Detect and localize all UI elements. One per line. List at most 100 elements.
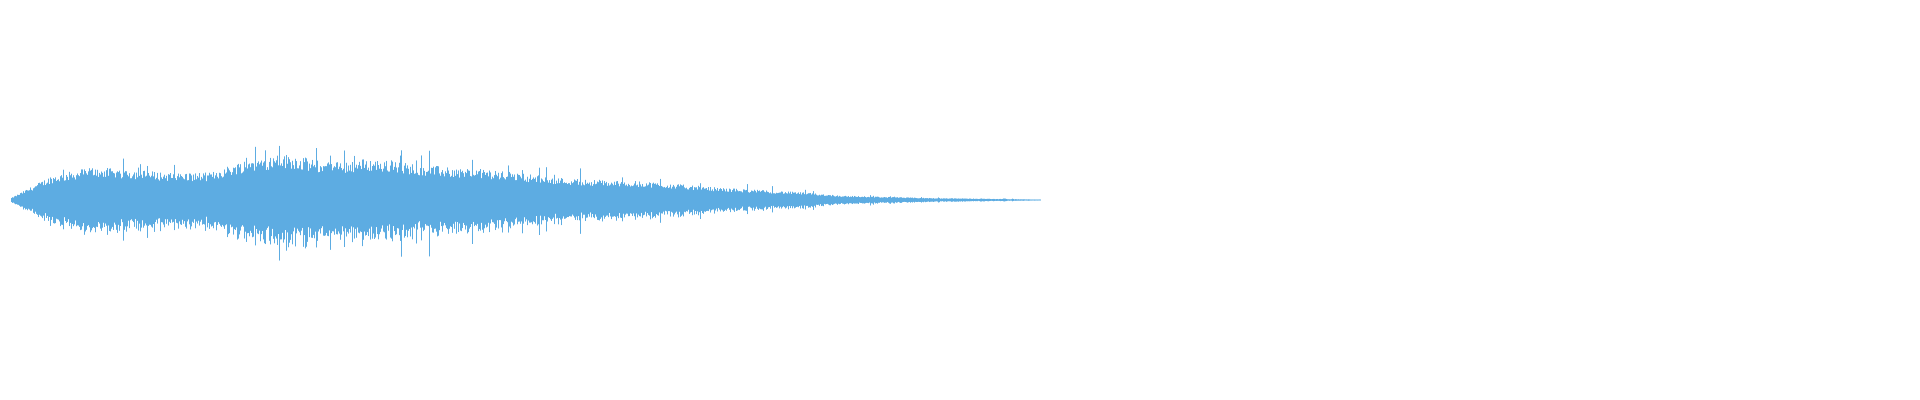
- waveform-sample-bar: [683, 184, 684, 217]
- waveform-sample-bar: [546, 167, 547, 232]
- waveform-sample-bar: [547, 180, 548, 222]
- waveform-sample-bar: [860, 197, 861, 203]
- waveform-sample-bar: [497, 176, 498, 221]
- waveform-sample-bar: [130, 178, 131, 221]
- waveform-sample-bar: [563, 183, 564, 217]
- waveform-sample-bar: [888, 196, 889, 203]
- waveform-sample-bar: [490, 172, 491, 224]
- waveform-sample-bar: [63, 169, 64, 230]
- waveform-sample-bar: [686, 187, 687, 212]
- waveform-sample-bar: [793, 192, 794, 207]
- waveform-sample-bar: [923, 197, 924, 203]
- waveform-sample-bar: [521, 178, 522, 222]
- waveform-sample-bar: [583, 184, 584, 215]
- waveform-sample-bar: [970, 198, 971, 202]
- waveform-sample-bar: [248, 164, 249, 233]
- waveform-sample-bar: [821, 194, 822, 207]
- waveform-sample-bar: [1036, 199, 1037, 201]
- waveform-sample-bar: [395, 162, 396, 236]
- waveform-sample-bar: [857, 196, 858, 204]
- waveform-sample-bar: [881, 197, 882, 203]
- waveform-sample-bar: [243, 171, 244, 227]
- waveform-sample-bar: [186, 173, 187, 229]
- waveform-sample-bar: [66, 174, 67, 223]
- waveform-sample-bar: [542, 179, 543, 221]
- waveform-sample-bar: [966, 198, 967, 202]
- waveform-sample-bar: [1020, 199, 1021, 201]
- waveform-sample-bar: [918, 198, 919, 202]
- waveform-sample-bar: [1038, 199, 1039, 201]
- waveform-sample-bar: [827, 195, 828, 204]
- waveform-sample-bar: [106, 170, 107, 226]
- waveform-sample-bar: [477, 174, 478, 224]
- waveform-sample-bar: [306, 158, 307, 247]
- waveform-sample-bar: [670, 184, 671, 217]
- waveform-sample-bar: [671, 188, 672, 212]
- waveform-sample-bar: [808, 193, 809, 208]
- waveform-sample-bar: [463, 173, 464, 223]
- waveform-sample-bar: [725, 191, 726, 210]
- waveform-sample-bar: [983, 198, 984, 202]
- waveform-sample-bar: [78, 175, 79, 226]
- waveform-sample-bar: [993, 198, 994, 202]
- waveform-sample-bar: [629, 184, 630, 217]
- waveform-sample-bar: [414, 173, 415, 229]
- waveform-sample-bar: [1024, 199, 1025, 201]
- waveform-sample-bar: [385, 166, 386, 239]
- waveform-sample-bar: [251, 163, 252, 233]
- waveform-sample-bar: [124, 172, 125, 230]
- waveform-sample-bar: [938, 197, 939, 203]
- waveform-sample-bar: [803, 192, 804, 209]
- waveform-sample-bar: [630, 186, 631, 214]
- waveform-sample-bar: [820, 195, 821, 205]
- waveform-sample-bar: [998, 199, 999, 201]
- waveform-sample-bar: [775, 193, 776, 207]
- waveform-sample-bar: [766, 190, 767, 210]
- waveform-sample-bar: [247, 168, 248, 234]
- waveform-sample-bar: [152, 171, 153, 228]
- waveform-sample-bar: [703, 187, 704, 214]
- waveform-sample-bar: [367, 169, 368, 233]
- waveform-sample-bar: [790, 191, 791, 209]
- waveform-sample-bar: [935, 198, 936, 202]
- waveform-sample-bar: [65, 180, 66, 222]
- waveform-sample-bar: [95, 169, 96, 233]
- waveform-sample-bar: [77, 173, 78, 226]
- waveform-sample-bar: [56, 180, 57, 219]
- waveform-sample-bar: [17, 194, 18, 205]
- waveform-sample-bar: [500, 177, 501, 221]
- waveform-sample-bar: [208, 175, 209, 223]
- waveform-sample-bar: [948, 198, 949, 202]
- waveform-sample-bar: [434, 174, 435, 229]
- waveform-sample-bar: [73, 175, 74, 227]
- waveform-sample-bar: [209, 172, 210, 229]
- waveform-sample-bar: [501, 173, 502, 228]
- waveform-sample-bar: [796, 193, 797, 208]
- waveform-sample-bar: [408, 168, 409, 231]
- waveform-sample-bar: [909, 197, 910, 202]
- waveform-sample-bar: [545, 177, 546, 220]
- waveform-sample-bar: [896, 197, 897, 203]
- waveform-sample-bar: [238, 163, 239, 239]
- waveform-sample-bar: [743, 189, 744, 211]
- waveform-sample-bar: [282, 165, 283, 233]
- waveform-sample-bar: [554, 174, 555, 225]
- waveform-sample-bar: [11, 198, 12, 203]
- waveform-sample-bar: [101, 171, 102, 231]
- waveform-sample-bar: [709, 190, 710, 210]
- waveform-sample-bar: [989, 198, 990, 202]
- waveform-sample-bar: [409, 174, 410, 229]
- waveform-sample-bar: [1014, 199, 1015, 201]
- waveform-sample-bar: [776, 192, 777, 208]
- waveform-sample-bar: [586, 183, 587, 218]
- waveform-sample-bar: [137, 177, 138, 221]
- waveform-sample-bar: [299, 165, 300, 233]
- waveform-sample-bar: [363, 159, 364, 240]
- waveform-sample-bar: [701, 189, 702, 211]
- waveform-sample-bar: [805, 189, 806, 210]
- waveform-sample-bar: [58, 179, 59, 220]
- waveform-sample-bar: [134, 172, 135, 227]
- waveform-sample-bar: [681, 185, 682, 216]
- waveform-sample-bar: [915, 197, 916, 202]
- waveform-sample-bar: [551, 179, 552, 221]
